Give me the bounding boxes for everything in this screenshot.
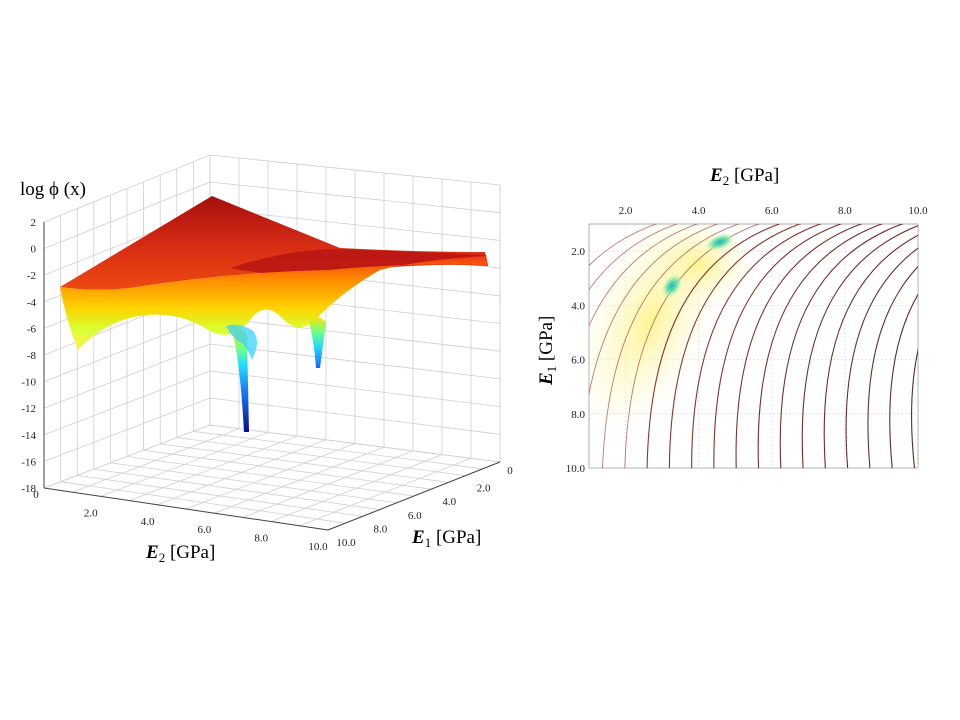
contour-line (801, 225, 918, 468)
contour-minimum-1 (704, 232, 736, 252)
surface-grid (43, 154, 501, 531)
contour-line (933, 214, 960, 488)
surface-axes (43, 222, 501, 531)
contour-lines (589, 214, 960, 488)
z-axis-title: log ϕ (x) (20, 179, 86, 200)
contour-line (911, 348, 918, 468)
contour-line (845, 247, 918, 468)
z-tick-label: -18 (21, 483, 36, 495)
x-tick-label: 10.0 (308, 541, 328, 553)
surface-minimum-2 (308, 316, 326, 368)
contour-x-axis-title: E2 [GPa] (709, 165, 779, 188)
contour-line (589, 224, 679, 291)
surface-minimum-1 (232, 328, 249, 432)
x-axis-title: E2 [GPa] (145, 542, 215, 565)
contour-minimum-2 (661, 273, 683, 299)
y-tick-label: 8.0 (374, 523, 388, 535)
z-tick-label: -10 (21, 377, 36, 389)
contour-x-tick-label: 8.0 (838, 205, 852, 217)
contour-plot: 2.0 4.0 6.0 8.0 10.0 2.0 4.0 6.0 8.0 10.0 E2 [GPa… (536, 165, 960, 488)
surface-minimum-1-shoulder (226, 324, 257, 360)
x-tick-label: 8.0 (254, 533, 268, 545)
y-tick-label: 2.0 (477, 483, 491, 495)
contour-line (823, 234, 918, 468)
contour-line (867, 265, 918, 468)
y-tick-label: 6.0 (408, 510, 422, 522)
y-tick-label: 4.0 (442, 496, 456, 508)
contour-line (589, 224, 658, 267)
contour-y-axis-title: E1 [GPa] (536, 316, 559, 386)
contour-y-tick-label: 10.0 (566, 463, 586, 475)
contour-x-tick-label: 10.0 (908, 205, 928, 217)
x-tick-label: 6.0 (198, 524, 212, 536)
surface-right-ridge (230, 249, 488, 276)
y-tick-label: 10.0 (336, 537, 356, 549)
contour-line (646, 224, 781, 468)
contour-y-tick-label: 2.0 (571, 246, 585, 258)
contour-y-tick-label: 6.0 (571, 355, 585, 367)
z-tick-label: -6 (27, 323, 37, 335)
x-tick-label: 4.0 (141, 516, 155, 528)
contour-line (955, 214, 960, 488)
z-tick-label: -4 (27, 297, 37, 309)
contour-line (691, 224, 822, 468)
surface-front-face (60, 256, 488, 350)
contour-x-tick-label: 2.0 (619, 205, 633, 217)
contour-line (589, 224, 720, 397)
contour-x-tick-label: 6.0 (765, 205, 779, 217)
contour-line (889, 293, 918, 468)
x-tick-label: 0 (33, 489, 39, 501)
y-tick-label: 0 (507, 465, 513, 477)
z-tick-label: 2 (31, 217, 37, 229)
contour-line (779, 224, 904, 468)
contour-y-tick-label: 4.0 (571, 300, 585, 312)
y-axis-title: E1 [GPa] (411, 527, 481, 550)
contour-line (602, 224, 740, 468)
z-tick-label: -16 (21, 456, 36, 468)
z-tick-label: -2 (27, 270, 36, 282)
contour-line (589, 224, 699, 328)
z-tick-label: -14 (21, 430, 36, 442)
z-tick-label: 0 (31, 244, 37, 256)
x-tick-label: 2.0 (84, 507, 98, 519)
contour-line (668, 224, 802, 468)
contour-line (735, 224, 863, 468)
z-tick-label: -8 (27, 350, 37, 362)
contour-y-tick-label: 8.0 (571, 409, 585, 421)
contour-x-tick-label: 4.0 (692, 205, 706, 217)
contour-line (713, 224, 843, 468)
contour-line (757, 224, 884, 468)
z-tick-label: -12 (21, 403, 36, 415)
surface-plot: 20-2-4-6-8-10-12-14-16-1802.04.06.08.010… (20, 154, 513, 565)
surface-top-face (60, 196, 488, 290)
